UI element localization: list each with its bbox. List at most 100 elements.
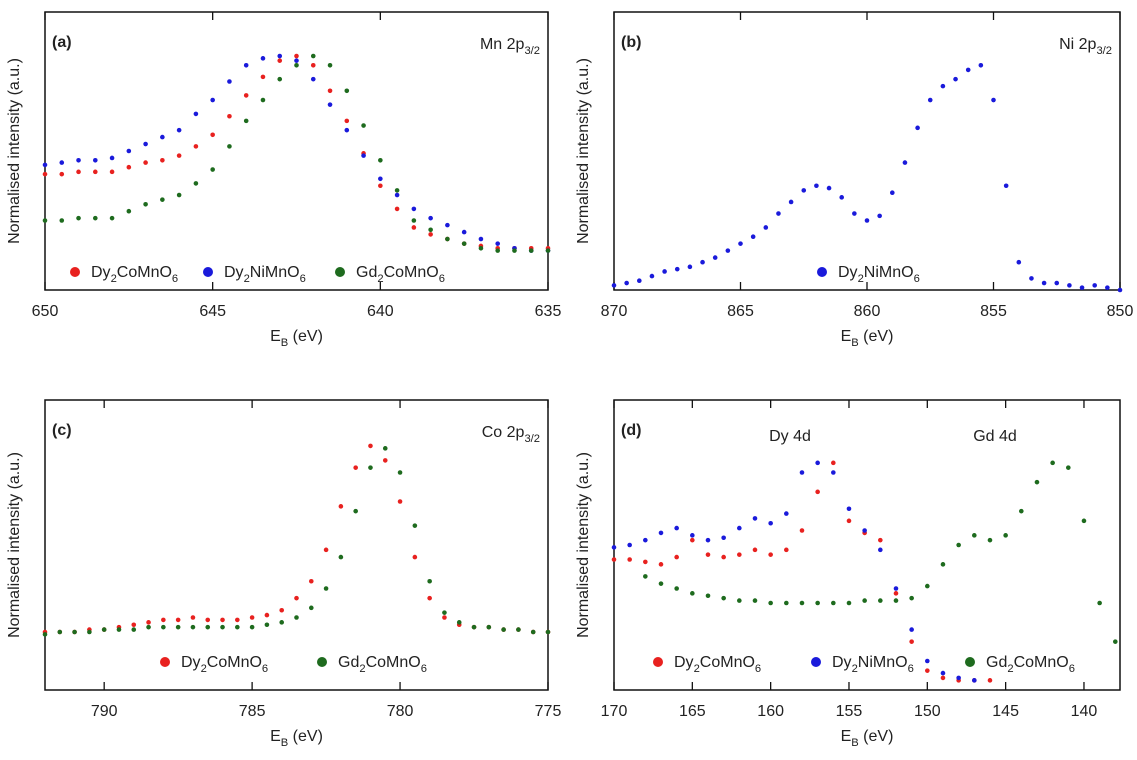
data-point (738, 241, 743, 246)
data-point (277, 53, 283, 59)
data-point (227, 79, 232, 84)
y-axis-label: Normalised intensity (a.u.) (6, 58, 23, 244)
data-point (674, 554, 679, 560)
data-point (193, 144, 199, 149)
x-tick-label: 645 (199, 303, 226, 320)
data-point (308, 578, 314, 584)
data-point (712, 255, 718, 260)
data-point (205, 617, 211, 623)
data-point (1105, 285, 1110, 290)
data-point (725, 248, 731, 253)
data-point (495, 241, 501, 246)
data-point (831, 470, 836, 475)
data-point (394, 192, 400, 198)
data-point (235, 624, 240, 630)
data-point (768, 520, 773, 526)
data-point (528, 248, 534, 253)
data-point (690, 537, 695, 543)
data-point (721, 595, 726, 601)
data-point (643, 559, 648, 565)
data-point (205, 624, 211, 630)
data-point (902, 160, 908, 165)
data-point (160, 157, 165, 163)
data-point (76, 169, 81, 175)
data-point (131, 622, 137, 628)
legend-label: Dy2CoMnO6 (674, 654, 761, 675)
data-point (294, 62, 299, 68)
data-point (478, 246, 484, 251)
data-point (412, 523, 418, 528)
data-point (1041, 280, 1047, 286)
data-point (801, 188, 807, 193)
data-point (394, 206, 400, 212)
data-point (126, 208, 132, 214)
data-point (160, 197, 165, 202)
data-point (471, 624, 477, 630)
data-point (1079, 285, 1085, 290)
data-point (674, 586, 679, 591)
data-point (210, 167, 215, 172)
data-point (826, 185, 832, 191)
data-point (57, 629, 63, 635)
data-point (72, 629, 77, 635)
legend-label: Gd2CoMnO6 (338, 654, 427, 675)
data-point (353, 508, 358, 514)
data-point (831, 600, 836, 606)
legend-marker (70, 267, 80, 277)
data-point (516, 627, 521, 632)
data-point (412, 554, 418, 560)
data-point (161, 617, 166, 623)
data-point (143, 141, 148, 147)
data-point (428, 227, 433, 233)
data-point (768, 552, 773, 557)
x-tick-label: 145 (992, 703, 1019, 720)
data-point (1054, 280, 1060, 286)
legend-marker (965, 657, 975, 667)
data-point (486, 624, 492, 630)
data-point (637, 278, 642, 284)
data-point (878, 547, 883, 553)
y-axis-label: Normalised intensity (a.u.) (575, 452, 592, 638)
data-point (344, 88, 350, 94)
data-point (397, 470, 403, 475)
data-point (461, 241, 467, 246)
data-point (627, 557, 632, 562)
legend-marker (335, 267, 345, 277)
data-point (690, 533, 695, 538)
data-point (394, 188, 400, 193)
data-point (940, 670, 946, 676)
data-point (815, 600, 820, 606)
annotation: Mn 2p3/2 (480, 36, 540, 57)
data-point (611, 545, 617, 550)
data-point (721, 535, 726, 541)
data-point (442, 615, 447, 620)
plot-frame (613, 399, 1121, 691)
data-point (643, 537, 648, 543)
data-point (750, 234, 756, 240)
data-point (877, 213, 882, 219)
legend-marker (317, 657, 327, 667)
x-tick-label: 170 (601, 703, 628, 720)
data-point (310, 53, 316, 59)
data-point (658, 530, 664, 536)
data-point (643, 574, 648, 579)
x-tick-label: 160 (757, 703, 784, 720)
data-point (161, 624, 166, 630)
data-point (627, 542, 632, 548)
data-point (987, 678, 993, 683)
data-point (176, 127, 182, 133)
data-point (1050, 460, 1055, 466)
data-point (411, 206, 417, 212)
legend-label: Dy2NiMnO6 (224, 264, 306, 285)
legend-marker (203, 267, 213, 277)
data-point (1092, 283, 1097, 288)
data-point (839, 195, 844, 200)
data-point (1019, 508, 1024, 514)
x-tick-label: 850 (1107, 303, 1134, 320)
x-axis-label: EB (eV) (841, 328, 894, 349)
data-point (478, 236, 484, 242)
data-point (956, 542, 961, 548)
data-point (361, 123, 366, 128)
data-point (915, 125, 920, 131)
data-point (846, 506, 852, 512)
